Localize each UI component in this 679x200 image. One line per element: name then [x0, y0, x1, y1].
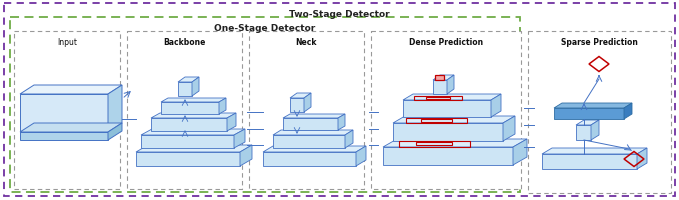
- Bar: [399, 141, 470, 147]
- Text: Dense Prediction: Dense Prediction: [409, 38, 483, 47]
- Polygon shape: [227, 113, 236, 131]
- Polygon shape: [108, 86, 122, 132]
- Bar: [406, 118, 466, 123]
- Polygon shape: [403, 95, 501, 100]
- Bar: [426, 98, 450, 100]
- Polygon shape: [383, 139, 527, 147]
- Bar: [10, 18, 520, 192]
- Text: Backbone: Backbone: [163, 38, 205, 47]
- Bar: [414, 97, 462, 100]
- Polygon shape: [161, 102, 219, 114]
- Polygon shape: [554, 108, 624, 119]
- Polygon shape: [283, 118, 338, 130]
- Polygon shape: [338, 114, 345, 130]
- Polygon shape: [20, 95, 108, 132]
- Polygon shape: [263, 152, 356, 166]
- Polygon shape: [491, 95, 501, 117]
- Polygon shape: [161, 99, 226, 102]
- Polygon shape: [234, 129, 245, 148]
- Polygon shape: [542, 154, 637, 169]
- Polygon shape: [393, 116, 515, 123]
- Text: One-Stage Detector: One-Stage Detector: [215, 24, 316, 33]
- Polygon shape: [273, 130, 353, 135]
- Bar: [371, 32, 521, 189]
- Polygon shape: [192, 78, 199, 97]
- Polygon shape: [345, 130, 353, 148]
- Text: Sparse Prediction: Sparse Prediction: [561, 38, 638, 47]
- Polygon shape: [554, 103, 632, 108]
- Polygon shape: [576, 120, 599, 125]
- Polygon shape: [136, 145, 252, 152]
- Polygon shape: [290, 99, 304, 112]
- Polygon shape: [403, 100, 491, 117]
- Bar: [435, 76, 444, 81]
- Polygon shape: [290, 94, 311, 99]
- Polygon shape: [141, 135, 234, 148]
- Polygon shape: [273, 135, 345, 148]
- Polygon shape: [141, 129, 245, 135]
- Polygon shape: [637, 148, 647, 169]
- Polygon shape: [219, 99, 226, 114]
- Polygon shape: [576, 125, 591, 140]
- Bar: [14, 32, 120, 189]
- Polygon shape: [136, 152, 240, 166]
- Text: Neck: Neck: [295, 38, 316, 47]
- Polygon shape: [356, 146, 366, 166]
- Bar: [422, 119, 452, 122]
- Polygon shape: [591, 120, 599, 140]
- Bar: [528, 32, 671, 193]
- Polygon shape: [240, 145, 252, 166]
- Polygon shape: [393, 123, 503, 141]
- Polygon shape: [151, 118, 227, 131]
- Polygon shape: [108, 123, 122, 140]
- Polygon shape: [542, 148, 647, 154]
- Polygon shape: [624, 103, 632, 119]
- Polygon shape: [151, 113, 236, 118]
- Polygon shape: [383, 147, 513, 165]
- Bar: [127, 32, 242, 189]
- Polygon shape: [283, 114, 345, 118]
- Polygon shape: [433, 76, 454, 81]
- Polygon shape: [263, 146, 366, 152]
- Polygon shape: [447, 76, 454, 95]
- Polygon shape: [20, 132, 108, 140]
- Text: Input: Input: [57, 38, 77, 47]
- Polygon shape: [178, 83, 192, 97]
- Polygon shape: [433, 81, 447, 95]
- Polygon shape: [20, 86, 122, 95]
- Polygon shape: [513, 139, 527, 165]
- Bar: [249, 32, 364, 189]
- Polygon shape: [503, 116, 515, 141]
- Bar: [416, 142, 452, 145]
- Text: Two-Stage Detector: Two-Stage Detector: [289, 10, 390, 19]
- Polygon shape: [178, 78, 199, 83]
- Polygon shape: [304, 94, 311, 112]
- Polygon shape: [20, 123, 122, 132]
